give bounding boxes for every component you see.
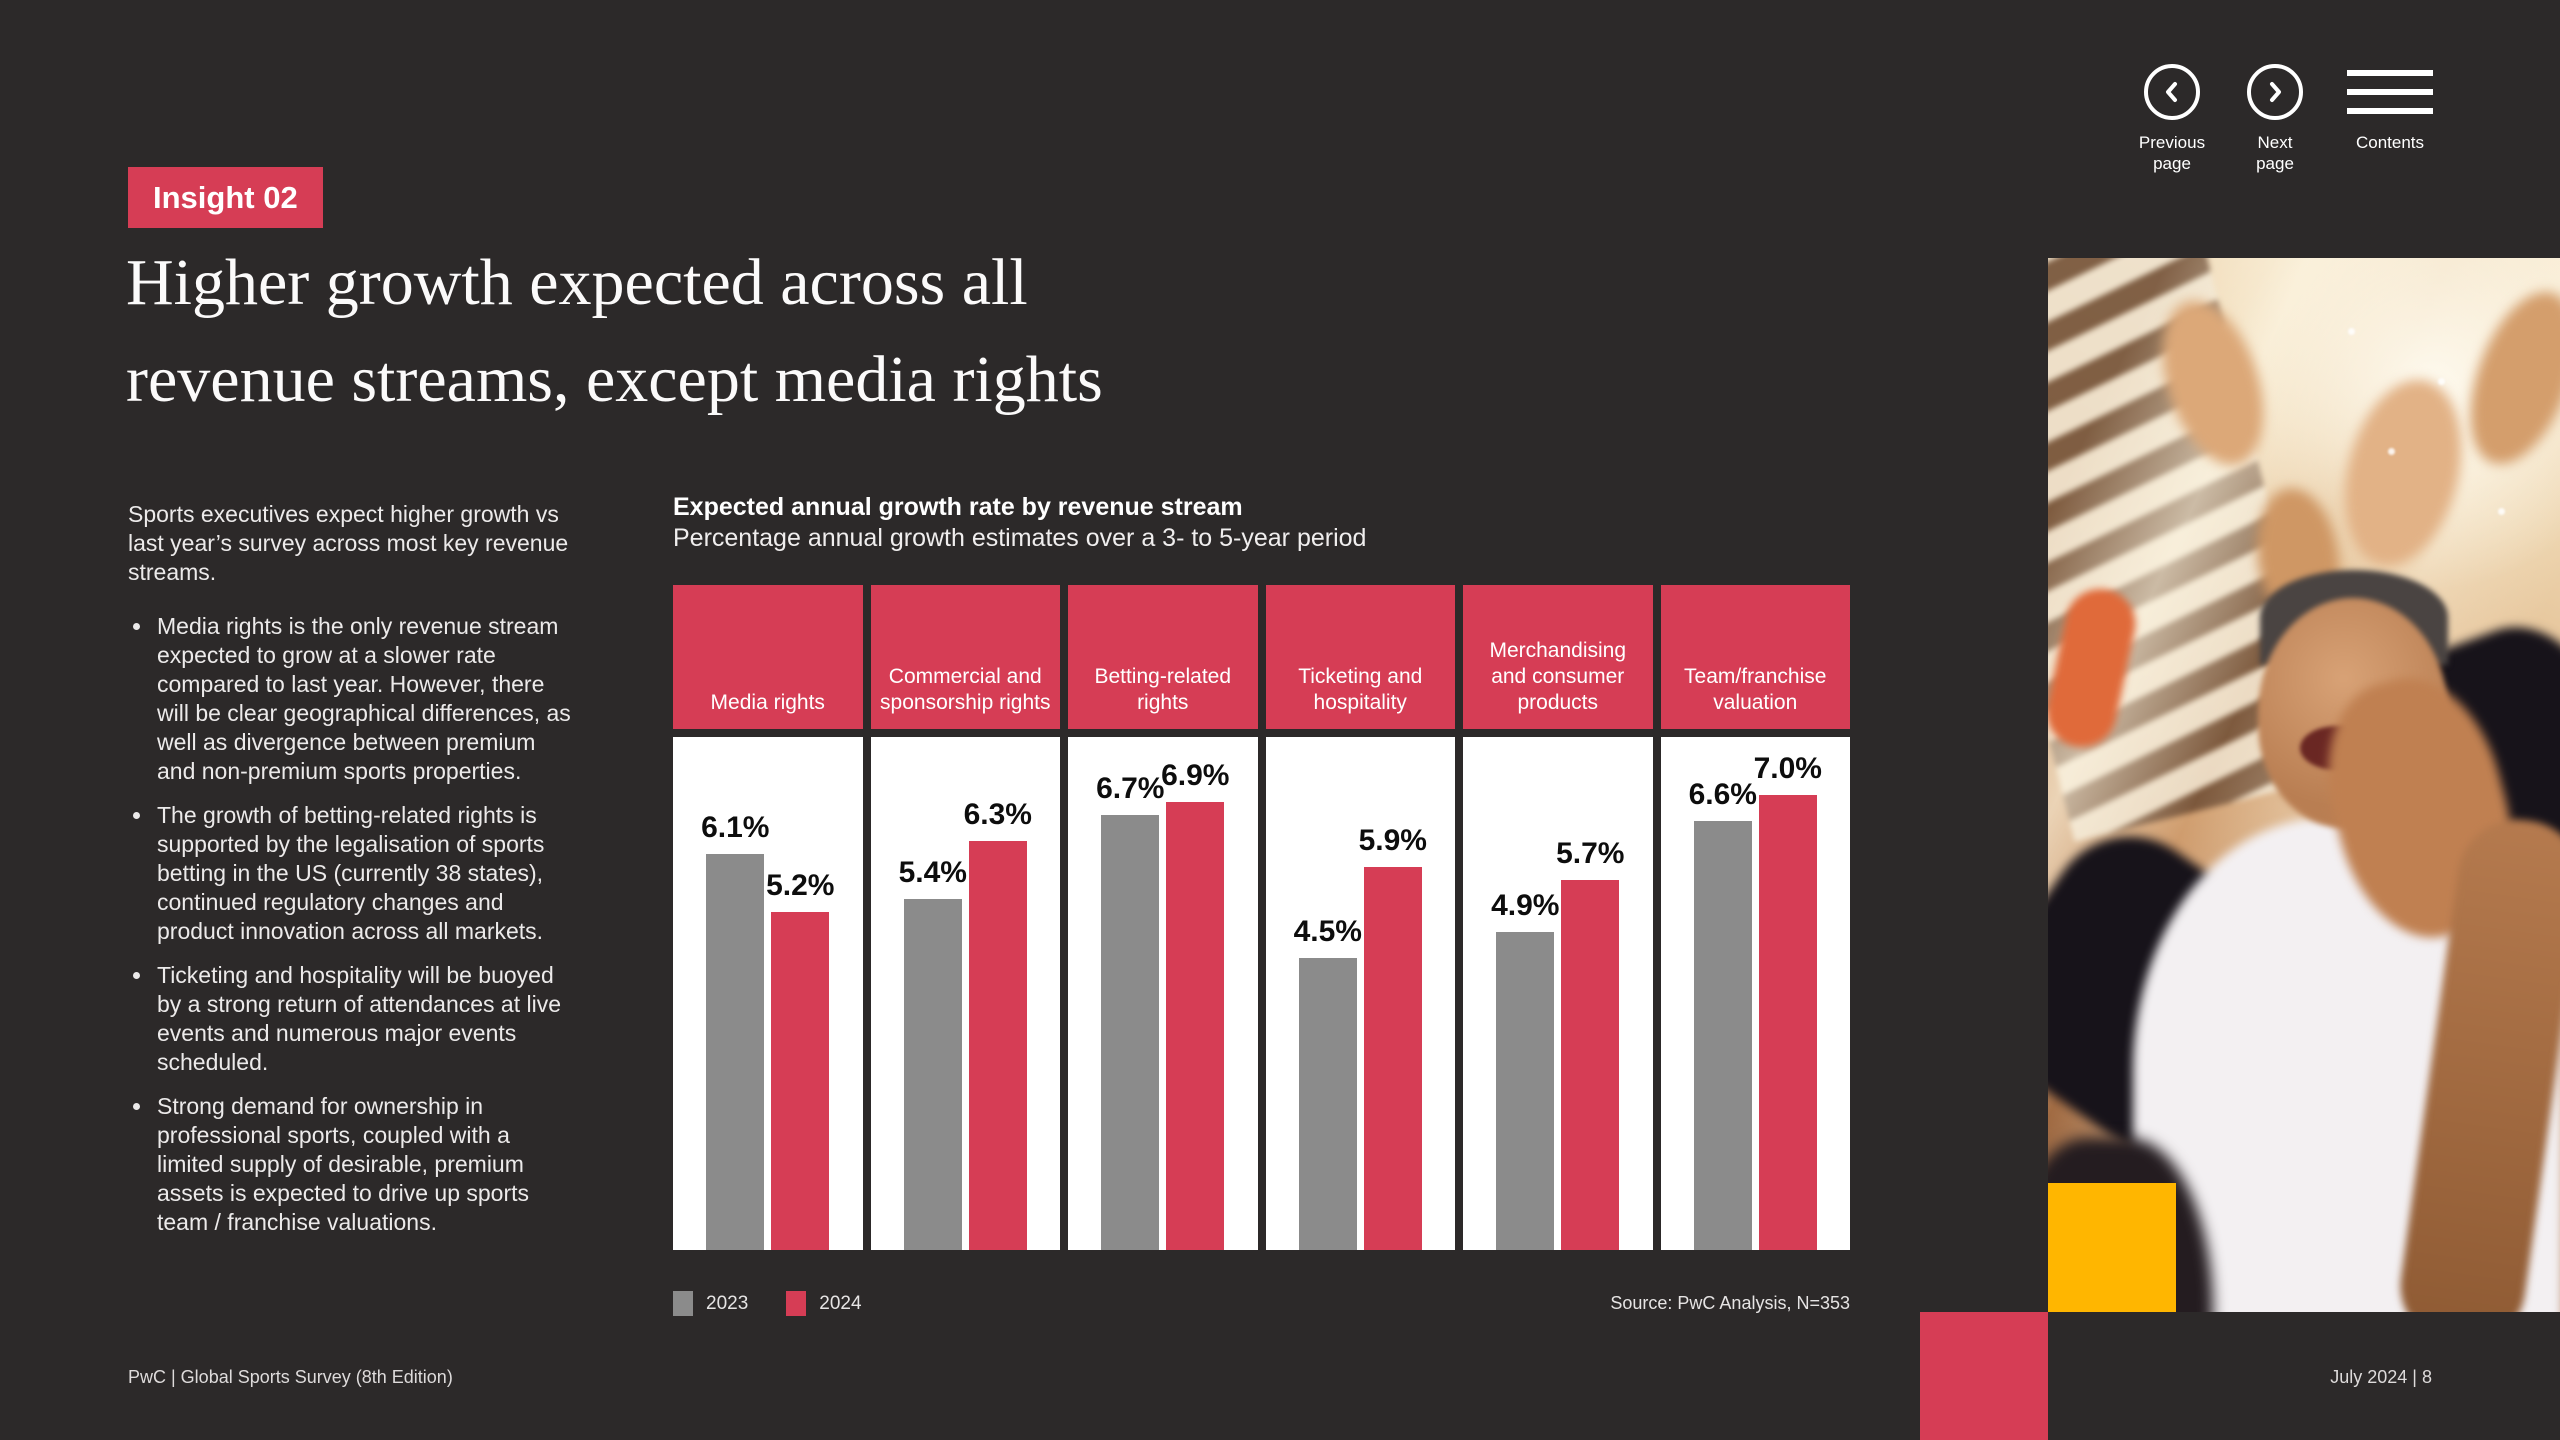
bar-value-label: 4.5%	[1293, 915, 1362, 948]
pink-accent-square	[1920, 1312, 2048, 1440]
bullet-item: Ticketing and hospitality will be buoyed…	[154, 961, 580, 1077]
insight-badge: Insight 02	[128, 167, 323, 228]
bar-value-label: 6.1%	[701, 811, 770, 844]
chart-panel: 6.7% 6.9%	[1068, 737, 1258, 1250]
bar-value-label: 5.2%	[766, 869, 835, 902]
chart-column-header: Betting-related rights	[1068, 585, 1258, 729]
chart-panel: 6.1% 5.2%	[673, 737, 863, 1250]
bar-value-label: 5.7%	[1556, 837, 1625, 870]
bar-group-2024: 5.7%	[1556, 837, 1624, 1250]
bullet-item: Media rights is the only revenue stream …	[154, 612, 580, 786]
chart-column-header: Commercial and sponsorship rights	[870, 585, 1060, 729]
bar-group-2023: 6.7%	[1096, 772, 1164, 1250]
legend-swatch-2024	[786, 1291, 807, 1316]
chart-panel: 6.6% 7.0%	[1660, 737, 1850, 1250]
bullet-item: The growth of betting-related rights is …	[154, 801, 580, 946]
bar-group-2023: 6.6%	[1689, 778, 1757, 1250]
chart-source: Source: PwC Analysis, N=353	[1610, 1293, 1850, 1313]
chart-panel: 5.4% 6.3%	[870, 737, 1060, 1250]
chart-legend: 2023 2024	[673, 1291, 862, 1316]
bar-value-label: 4.9%	[1491, 889, 1560, 922]
footer-page-number: July 2024 | 8	[2330, 1367, 2432, 1387]
chart-column: Team/franchise valuation 6.6% 7.0%	[1660, 585, 1850, 1250]
bar-value-label: 5.9%	[1358, 824, 1427, 857]
bar-2024	[1166, 802, 1225, 1250]
legend-label: 2023	[706, 1292, 749, 1314]
chart-column-header: Ticketing and hospitality	[1265, 585, 1455, 729]
bar-2023	[903, 899, 962, 1250]
chart-column: Media rights 6.1% 5.2%	[673, 585, 863, 1250]
intro-paragraph: Sports executives expect higher growth v…	[128, 501, 569, 585]
next-page-label: Next page	[2256, 133, 2294, 173]
legend-item-2024: 2024	[786, 1291, 862, 1316]
bar-group-2024: 5.9%	[1359, 824, 1427, 1250]
hamburger-menu-icon	[2347, 64, 2433, 120]
contents-button[interactable]: Contents	[2320, 64, 2460, 153]
legend-swatch-2023	[673, 1291, 693, 1316]
bar-group-2024: 6.9%	[1161, 759, 1229, 1250]
bar-2024	[1561, 880, 1620, 1250]
previous-page-label: Previous page	[2138, 133, 2206, 173]
legend-item-2023: 2023	[673, 1291, 748, 1316]
bar-group-2024: 7.0%	[1754, 752, 1822, 1250]
chart-panel: 4.5% 5.9%	[1265, 737, 1455, 1250]
photo-confetti	[2388, 448, 2395, 455]
bar-2024	[1363, 867, 1422, 1250]
chart-column-header: Merchandising and consumer products	[1463, 585, 1653, 729]
contents-label: Contents	[2355, 133, 2425, 152]
bar-2023	[1693, 821, 1752, 1250]
footer-document-title: PwC | Global Sports Survey (8th Edition)	[128, 1367, 453, 1387]
chart-columns: Media rights 6.1% 5.2% Commercial and spons…	[673, 585, 1850, 1250]
bar-value-label: 5.4%	[898, 856, 967, 889]
bar-value-label: 7.0%	[1753, 752, 1822, 785]
bar-2024	[1758, 795, 1817, 1250]
chart-title: Expected annual growth rate by revenue s…	[673, 493, 1243, 521]
bar-group-2023: 5.4%	[899, 856, 967, 1250]
chart-column: Commercial and sponsorship rights 5.4% 6.3…	[870, 585, 1060, 1250]
bar-2024	[968, 841, 1027, 1250]
bar-group-2023: 6.1%	[701, 811, 769, 1250]
bar-group-2023: 4.5%	[1294, 915, 1362, 1250]
bar-2023	[1496, 932, 1555, 1250]
bar-2023	[1101, 815, 1160, 1250]
growth-chart: Expected annual growth rate by revenue s…	[673, 492, 1850, 1316]
yellow-accent-square	[2048, 1183, 2176, 1312]
chevron-right-icon	[2247, 64, 2303, 120]
page-title: Higher growth expected across all revenu…	[126, 234, 1103, 428]
bar-group-2023: 4.9%	[1491, 889, 1559, 1250]
summary-column: Sports executives expect higher growth v…	[128, 500, 580, 1237]
bullet-item: Strong demand for ownership in professio…	[154, 1092, 580, 1237]
page-title-line2: revenue streams, except media rights	[126, 343, 1103, 416]
chart-column: Betting-related rights 6.7% 6.9%	[1068, 585, 1258, 1250]
chart-footer: 2023 2024 Source: PwC Analysis, N=353	[673, 1291, 1850, 1316]
photo-confetti	[2498, 508, 2505, 515]
previous-page-button[interactable]: Previous page	[2102, 64, 2242, 174]
chart-column-header: Media rights	[673, 585, 863, 729]
photo-confetti	[2438, 378, 2445, 385]
bar-group-2024: 5.2%	[766, 869, 834, 1250]
bar-value-label: 6.3%	[963, 798, 1032, 831]
bar-value-label: 6.7%	[1096, 772, 1165, 805]
bullet-list: Media rights is the only revenue stream …	[128, 612, 580, 1237]
next-page-button[interactable]: Next page	[2205, 64, 2345, 174]
bar-group-2024: 6.3%	[964, 798, 1032, 1250]
page-title-line1: Higher growth expected across all	[126, 246, 1028, 319]
bar-2023	[706, 854, 765, 1250]
photo-confetti	[2348, 328, 2355, 335]
bar-2023	[1298, 958, 1357, 1250]
chart-subtitle: Percentage annual growth estimates over …	[673, 524, 1367, 552]
bar-2024	[771, 912, 830, 1250]
cheering-crowd-photo	[2048, 258, 2560, 1312]
bar-value-label: 6.6%	[1688, 778, 1757, 811]
chart-column: Ticketing and hospitality 4.5% 5.9%	[1265, 585, 1455, 1250]
chart-column-header: Team/franchise valuation	[1660, 585, 1850, 729]
chart-column: Merchandising and consumer products 4.9% 5…	[1463, 585, 1653, 1250]
chevron-left-icon	[2144, 64, 2200, 120]
chart-panel: 4.9% 5.7%	[1463, 737, 1653, 1250]
bar-value-label: 6.9%	[1161, 759, 1230, 792]
legend-label: 2024	[819, 1292, 862, 1314]
